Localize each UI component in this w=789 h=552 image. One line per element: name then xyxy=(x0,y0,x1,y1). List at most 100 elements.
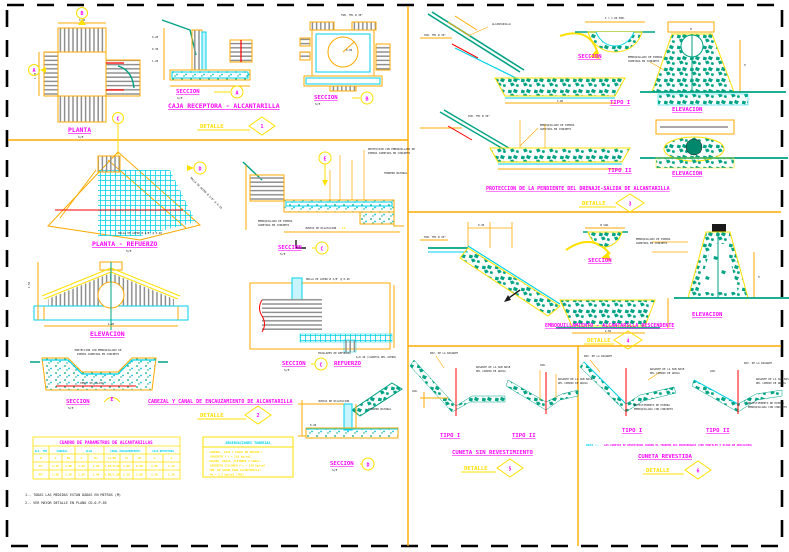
elev1-bdim: B xyxy=(690,27,692,31)
emb-dim1: 0.30 xyxy=(478,223,485,227)
svg-text:1.20: 1.20 xyxy=(65,473,72,477)
svg-text:JC: JC xyxy=(125,456,129,460)
cuneta-rev-tipo2: TIPO II xyxy=(706,428,730,434)
general-notes: 1.- TODAS LAS MEDIDAS ESTAN DADAS EN MET… xyxy=(25,493,121,505)
svg-text:HC: HC xyxy=(138,456,142,460)
cabezal-title: CABEZAL Y CANAL DE ENCAUZAMIENTO DE ALCA… xyxy=(148,399,293,405)
sece-note2: PIEDRA ASENTADA EN CONCRETO xyxy=(77,352,120,356)
sheet-border xyxy=(5,3,784,548)
refc-traslape: TRASLAPES DE REFUERZO xyxy=(318,351,351,355)
cs2-var: VAR. xyxy=(540,363,546,367)
embelev-note1: EMBOQUILLADO DE PIEDRA xyxy=(636,237,671,241)
panel-proteccion-tipo2: TUB. TMC Ø 36" EMBOQUILLADO DE PIEDRA AS… xyxy=(420,109,632,174)
secb-dia: 0.60 xyxy=(346,48,353,52)
cuneta-sin-tipo1: TIPO I xyxy=(440,433,460,439)
cr1-note4: REVESTIMIENTO DE PIEDRA xyxy=(634,403,670,407)
cuneta-rev-detalle-diamond xyxy=(684,460,712,480)
secd-note1: JUNTAS DE DILATACION xyxy=(318,399,350,403)
panel-seccion-e: PROTECCION CON EMBOQUILLADO DE PIEDRA AS… xyxy=(30,348,168,410)
svg-text:D: D xyxy=(198,167,201,173)
panel-cuneta-sin: NIV. DE LA RASANTE RASANTE DE LA SUB BAS… xyxy=(409,351,593,478)
secc-note1: PROTECCION CON EMBOQUILLADO DE xyxy=(368,147,415,151)
svg-text:C: C xyxy=(116,117,119,123)
cr1-note5: EMBOQUILLADA CON CONCRETO xyxy=(634,407,673,411)
cs1-var: VAR. xyxy=(412,389,418,393)
svg-text:S/E: S/E xyxy=(332,468,338,472)
parameter-table: CUADRO DE PARAMETROS DE ALCANTARILLAS AL… xyxy=(32,436,181,480)
proteccion-title-block: PROTECCION DE LA PENDIENTE DEL DRENAJE-S… xyxy=(486,186,670,213)
seccion-e-label: SECCION E S/E xyxy=(66,397,121,410)
svg-text:- SOLERA, ZANJA, ALETONES Y CA: - SOLERA, ZANJA, ALETONES Y CANAL: xyxy=(206,459,261,463)
caja-detalle-label: DETALLE xyxy=(200,124,224,130)
caja-detalle-diamond xyxy=(248,116,276,136)
dim-seca-2: 0.30 xyxy=(152,47,159,51)
panel-seccion-b: TUB. TMC Ø 36" 0.60 SECCION B S/E xyxy=(299,12,391,106)
sece-pend: PEND. DE SALIDA xyxy=(80,381,104,385)
cuneta-rev-tipo1-drawing: NIV. DE LA RASANTE RASANTE DE LA SUB BAS… xyxy=(579,354,685,416)
table-group: CAJA RECEPTORA xyxy=(152,449,174,453)
elev-dim-h: 1.50 xyxy=(27,281,31,288)
observaciones-box: OBSERVACIONES TUBERIAS - CABEZAL, CAJA Y… xyxy=(202,436,294,478)
cuneta-rev-detalle-num: 6 xyxy=(696,469,699,475)
svg-text:SECCION: SECCION xyxy=(578,54,602,60)
svg-text:h: h xyxy=(55,456,57,460)
table-title: CUADRO DE PARAMETROS DE ALCANTARILLAS xyxy=(59,440,153,445)
svg-text:0.90: 0.90 xyxy=(136,464,143,468)
svg-text:B VAR.: B VAR. xyxy=(600,223,609,227)
table-group: CABEZAL xyxy=(57,449,68,453)
proteccion-detalle-label: DETALLE xyxy=(582,201,606,207)
cuneta-sin-detalle-num: 5 xyxy=(508,467,511,473)
cuneta-sin-tipo2-drawing: VAR. RASANTE DE LA SUB BASE DEL CAMINO D… xyxy=(505,363,593,414)
proteccion-title: PROTECCION DE LA PENDIENTE DEL DRENAJE-S… xyxy=(486,186,670,192)
secc-note5: ASENTADA EN CONCRETO xyxy=(258,223,290,227)
prot2-ann-tub: TUB. TMC Ø 36" xyxy=(468,113,490,118)
section-marker-b: B xyxy=(76,7,88,25)
svg-text:CONCRETO CICLOPEO f'c = 140 kg: CONCRETO CICLOPEO f'c = 140 kg/cm2 xyxy=(210,464,265,468)
seccion-d-label: SECCION D S/E xyxy=(330,457,375,472)
svg-text:1.40: 1.40 xyxy=(78,464,85,468)
cuneta-rev-title: CUNETA REVESTIDA xyxy=(638,454,693,460)
svg-text:Ba: Ba xyxy=(67,456,71,460)
svg-text:D: D xyxy=(366,463,369,469)
secc-lc: LC xyxy=(342,226,346,230)
svg-text:1.00: 1.00 xyxy=(123,464,130,468)
svg-text:B: B xyxy=(365,97,368,103)
table-group: ALC. TMC xyxy=(35,449,48,453)
emboquillamiento-elev-label: ELEVACION xyxy=(692,312,723,318)
seccion-b-label: SECCION B S/E xyxy=(314,91,374,106)
cs1-note2: RASANTE DE LA SUB BASE xyxy=(476,365,511,369)
secc-note3: TERRENO NATURAL xyxy=(384,171,408,175)
emboquillamiento-elevacion: EMBOQUILLADO DE PIEDRA ASENTADA EN CONCR… xyxy=(636,224,789,318)
panel-emboquillamiento: 0.30 TUB. TMC Ø 36" 2.50 B VAR. SECCION … xyxy=(420,222,789,350)
svg-text:SECCION: SECCION xyxy=(314,95,338,101)
table-row-2: 48" 1.80 1.20 1.60 1.40 1.80/1.00 1.20 1.00 … xyxy=(38,473,175,477)
cabezal-detalle-label: DETALLE xyxy=(200,413,224,419)
emboquillamiento-title: EMBOQUILLAMIENTO - ALCANTARILLA DESCENDE… xyxy=(545,323,674,329)
svg-text:1.40: 1.40 xyxy=(93,473,100,477)
svg-text:SECCION: SECCION xyxy=(588,258,612,264)
svg-text:S/E: S/E xyxy=(284,368,290,372)
obs-header: OBSERVACIONES TUBERIAS xyxy=(226,441,271,445)
table-group: ALAS xyxy=(86,449,93,453)
panel-proteccion-tipo1: ALCANTARILLA TUB. TMC Ø 36" 3.00 S = 1.0… xyxy=(420,11,655,106)
svg-text:h: h xyxy=(171,456,173,460)
svg-text:Pe = 1.5 kg/cm2 (TMC): Pe = 1.5 kg/cm2 (TMC) xyxy=(210,473,244,477)
svg-text:1.20: 1.20 xyxy=(151,473,158,477)
nota-label: NOTA :- xyxy=(586,443,599,447)
svg-text:48": 48" xyxy=(38,473,43,477)
elev1-note2: ASENTADA EN CONCRETO xyxy=(628,59,660,63)
panel-elevacion-cabezal: 1.50 4.20 ELEVACION xyxy=(27,261,189,338)
table-row-1: 36" 1.50 1.00 1.40 1.20 1.50/0.80 1.00 0.90 … xyxy=(38,464,175,468)
elev1-note1: EMBOQUILLADO DE PIEDRA xyxy=(628,55,663,59)
cr2-note1: NIV. DE LA RASANTE xyxy=(744,361,773,365)
note-2: 2.- VER MAYOR DETALLE EN PLANO CD-0-P-05 xyxy=(25,501,107,505)
secc-note6: JUNTAS DE DILATACION xyxy=(305,226,337,230)
elevacion2-label: ELEVACION xyxy=(672,171,703,177)
svg-text:REFUERZO: REFUERZO xyxy=(334,361,362,367)
svg-text:1.20: 1.20 xyxy=(93,464,100,468)
elevacion-label: ELEVACION xyxy=(90,330,125,338)
cs2-note1: RASANTE DE LA SUB BASE xyxy=(558,377,593,381)
svg-text:S/E: S/E xyxy=(177,96,183,100)
